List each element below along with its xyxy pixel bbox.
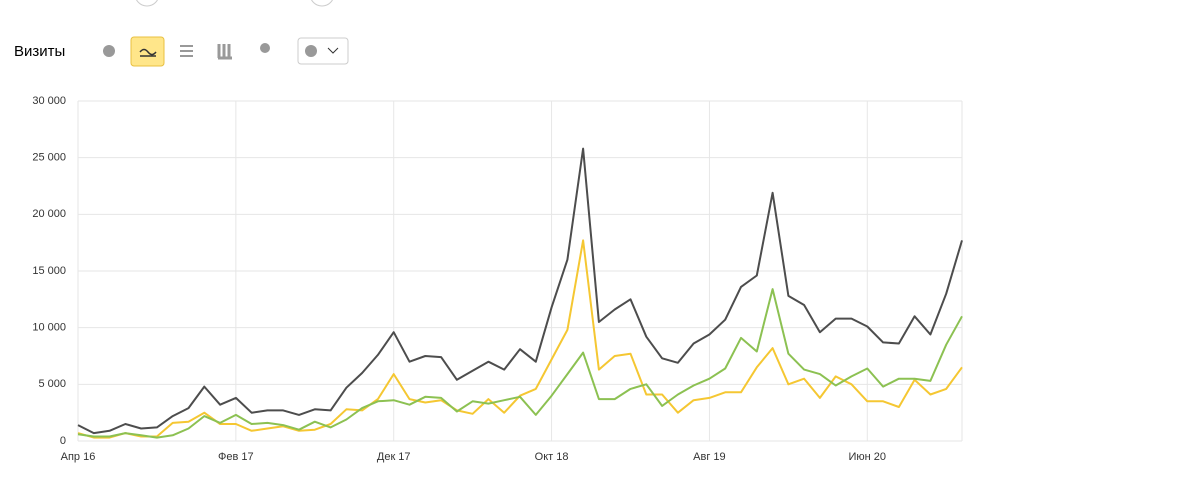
x-tick-label: Июн 20 (849, 451, 887, 463)
y-tick-label: 30 000 (32, 95, 66, 107)
y-tick-label: 20 000 (32, 208, 66, 220)
control[interactable] (310, 0, 334, 7)
chart-title: Визиты (14, 43, 65, 60)
map-icon[interactable] (260, 43, 270, 53)
x-tick-label: Авг 19 (693, 451, 725, 463)
line-icon (139, 48, 157, 57)
y-tick-label: 10 000 (32, 322, 66, 334)
x-tick-label: Фев 17 (218, 451, 254, 463)
pie-icon[interactable] (103, 45, 115, 57)
series-line (77, 288, 963, 439)
series-line (77, 147, 963, 435)
y-tick-label: 25 000 (32, 152, 66, 164)
annotations-dropdown[interactable] (297, 37, 349, 65)
comment-icon (305, 45, 317, 57)
area-icon[interactable] (180, 45, 193, 57)
y-tick-label: 0 (60, 435, 66, 447)
chevron (327, 47, 339, 54)
x-tick-label: Дек 17 (377, 451, 411, 463)
control[interactable] (135, 0, 159, 7)
x-tick-label: Окт 18 (535, 451, 569, 463)
x-tick-label: Апр 16 (61, 451, 96, 463)
series-line (77, 239, 963, 439)
toolbar (103, 36, 349, 67)
y-tick-label: 5 000 (38, 378, 66, 390)
bar-icon[interactable] (217, 44, 232, 60)
y-tick-label: 15 000 (32, 265, 66, 277)
